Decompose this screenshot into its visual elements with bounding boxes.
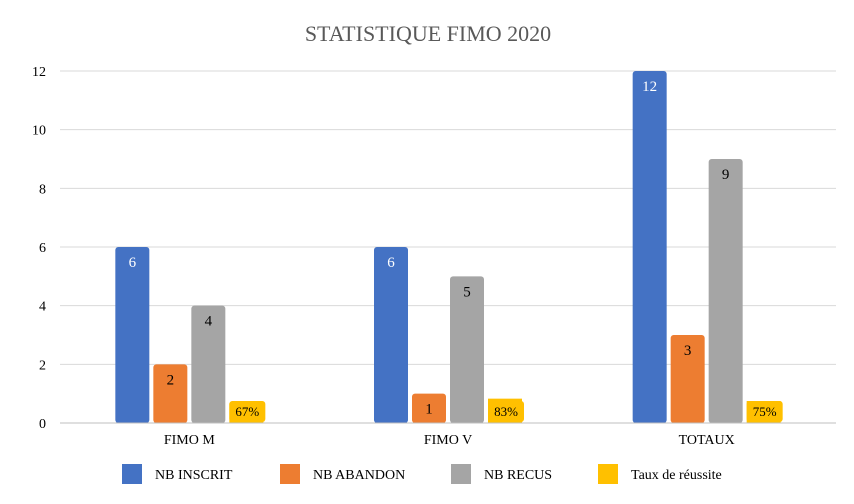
data-label-box — [229, 401, 266, 422]
y-tick-label: 10 — [32, 124, 46, 139]
bar — [632, 71, 667, 423]
legend-swatch — [280, 464, 300, 484]
y-tick-label: 0 — [39, 417, 46, 432]
y-axis-ticks: 0 2 4 6 8 10 12 — [32, 65, 46, 432]
legend-label: Taux de réussite — [631, 468, 722, 483]
x-tick-label: TOTAUX — [679, 433, 735, 448]
x-tick-label: FIMO M — [164, 433, 216, 448]
legend-label: NB ABANDON — [313, 468, 405, 483]
data-label: 9 — [722, 167, 730, 183]
y-tick-label: 4 — [39, 300, 46, 315]
bar — [115, 247, 150, 423]
legend-label: NB RECUS — [484, 468, 552, 483]
bar — [191, 305, 226, 423]
data-label: 83% — [494, 404, 518, 419]
bar — [153, 364, 188, 423]
bar — [670, 335, 705, 423]
bar — [412, 393, 446, 423]
y-tick-label: 8 — [39, 182, 46, 197]
legend-swatch — [122, 464, 142, 484]
bar — [374, 247, 408, 423]
data-labels: 6 2 4 67% 6 1 5 83% 12 3 9 75% — [129, 79, 783, 422]
data-label: 12 — [642, 79, 657, 95]
x-axis: FIMO M FIMO V TOTAUX — [60, 422, 836, 448]
data-label: 4 — [205, 314, 213, 330]
data-label: 6 — [387, 255, 395, 271]
legend-swatch — [451, 464, 471, 484]
y-tick-label: 2 — [39, 358, 46, 373]
bar — [450, 276, 484, 423]
data-label: 2 — [167, 372, 175, 388]
legend: NB INSCRIT NB ABANDON NB RECUS Taux de réus… — [122, 464, 722, 484]
data-label: 6 — [129, 255, 137, 271]
data-label: 3 — [684, 343, 692, 359]
data-label-box — [746, 401, 783, 422]
data-label: 5 — [463, 284, 471, 300]
y-tick-label: 12 — [32, 65, 46, 80]
legend-swatch — [598, 464, 618, 484]
data-label: 1 — [425, 402, 433, 418]
data-label: 67% — [235, 404, 259, 419]
x-tick-label: FIMO V — [424, 433, 472, 448]
legend-label: NB INSCRIT — [155, 468, 233, 483]
data-label-box — [488, 401, 524, 422]
grid-lines — [60, 70, 836, 365]
y-tick-label: 6 — [39, 241, 46, 256]
bar — [708, 159, 743, 423]
data-label: 75% — [753, 404, 777, 419]
chart-title: STATISTIQUE FIMO 2020 — [305, 21, 551, 46]
